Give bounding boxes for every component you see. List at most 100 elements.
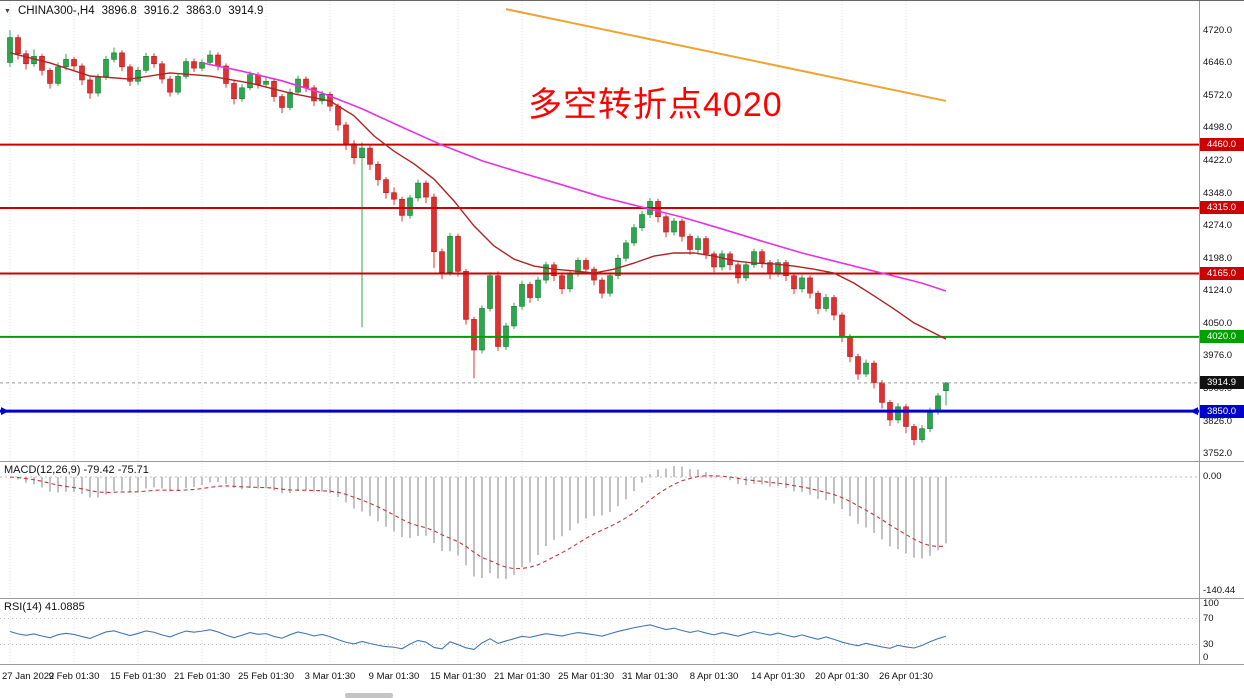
- candle-body: [287, 91, 293, 108]
- candle-body: [351, 143, 357, 159]
- candle-body: [895, 406, 901, 421]
- candle-body: [519, 284, 525, 307]
- price-tick: 3826.0: [1203, 415, 1233, 427]
- time-axis-label: 25 Mar 01:30: [558, 671, 614, 682]
- orange-trendline: [505, 8, 947, 102]
- candle-body: [719, 253, 725, 268]
- candle-body: [407, 197, 413, 216]
- candle-body: [455, 236, 461, 272]
- time-axis-label: 9 Feb 01:30: [48, 671, 100, 682]
- candle-body: [839, 314, 845, 338]
- candle-body: [71, 59, 77, 67]
- time-axis[interactable]: 27 Jan 2022 9 Feb 01:30 15 Feb 01:30 21 Feb…: [0, 665, 1199, 691]
- candle-body: [87, 79, 93, 94]
- candle-body: [191, 61, 197, 69]
- price-badge-4020.0: 4020.0: [1199, 330, 1244, 344]
- price-tick: 4348.0: [1203, 187, 1233, 199]
- candle-body: [935, 395, 941, 412]
- time-axis-label: 9 Mar 01:30: [368, 671, 420, 682]
- candle-body: [799, 277, 805, 290]
- candle-body: [855, 356, 861, 375]
- price-tick: 4050.0: [1203, 317, 1233, 329]
- candle-body: [599, 279, 605, 294]
- price-badge-4460.0: 4460.0: [1199, 138, 1244, 152]
- candle-body: [151, 56, 157, 65]
- candle-body: [303, 78, 309, 89]
- candle-body: [231, 83, 237, 100]
- candle-body: [383, 179, 389, 193]
- candle-body: [47, 70, 53, 84]
- candle-body: [311, 87, 317, 102]
- macd-scale-label: -140.44: [1203, 585, 1236, 597]
- candle-body: [447, 236, 453, 273]
- candle-body: [919, 428, 925, 440]
- price-tick: 4646.0: [1203, 57, 1233, 69]
- candle-body: [655, 201, 661, 218]
- candle-body: [631, 227, 637, 244]
- candle-body: [143, 56, 149, 71]
- rsi-value: 41.0885: [44, 601, 85, 613]
- candle-body: [807, 277, 813, 294]
- scrollbar-thumb[interactable]: [345, 693, 393, 698]
- price-tick: 4572.0: [1203, 89, 1233, 101]
- candle-body: [263, 80, 269, 85]
- candle-body: [55, 66, 61, 84]
- horizontal-scrollbar[interactable]: [0, 692, 1244, 698]
- ma-fast-line: [9, 52, 947, 340]
- candle-body: [423, 182, 429, 198]
- candle-body: [63, 59, 69, 68]
- candle-body: [431, 196, 437, 252]
- candle-body: [735, 264, 741, 279]
- candle-body: [663, 216, 669, 233]
- price-scale[interactable]: 4720.0 4646.0 4572.0 4498.0 4422.0 4348.0 4274…: [1199, 1, 1244, 692]
- time-axis-label: 20 Apr 01:30: [815, 671, 869, 682]
- macd-pane-separator[interactable]: [0, 461, 1244, 462]
- candle-body: [215, 54, 221, 67]
- candle-body: [783, 262, 789, 277]
- candle-body: [167, 78, 173, 93]
- ohlc-open: 3896.8: [101, 5, 137, 17]
- candle-body: [511, 305, 517, 327]
- candle-body: [103, 59, 109, 78]
- candle-body: [31, 56, 37, 65]
- candle-body: [319, 94, 325, 102]
- candle-body: [903, 406, 909, 427]
- candle-body: [343, 124, 349, 145]
- candle-body: [391, 192, 397, 200]
- price-tick: 3976.0: [1203, 350, 1233, 362]
- price-tick: 4422.0: [1203, 155, 1233, 167]
- time-axis-label: 3 Mar 01:30: [304, 671, 356, 682]
- time-axis-label: 21 Mar 01:30: [494, 671, 550, 682]
- candle-body: [527, 284, 533, 298]
- macd-values: -79.42 -75.71: [83, 464, 149, 476]
- ohlc-high: 3916.2: [143, 5, 180, 17]
- rsi-indicator-label: RSI(14) 41.0885: [4, 601, 85, 613]
- candle-body: [223, 65, 229, 84]
- candle-body: [183, 61, 189, 77]
- macd-indicator-label: MACD(12,26,9) -79.42 -75.71: [4, 464, 149, 476]
- candle-body: [335, 105, 341, 126]
- candle-body: [543, 264, 549, 281]
- candle-body: [863, 362, 869, 375]
- candle-body: [695, 238, 701, 250]
- rsi-scale-label: 100: [1203, 598, 1219, 609]
- macd-signal-line: [9, 475, 947, 570]
- hline-arrow-left: [1, 407, 9, 416]
- candle-body: [127, 66, 133, 82]
- hline-arrow-right: [1190, 407, 1198, 416]
- price-tick: 4498.0: [1203, 122, 1233, 133]
- candle-body: [367, 147, 373, 165]
- candle-body: [415, 182, 421, 199]
- expand-triangle-icon[interactable]: ▼: [4, 7, 11, 15]
- time-axis-label: 15 Feb 01:30: [110, 671, 166, 682]
- candle-body: [175, 76, 181, 93]
- candle-body: [567, 273, 573, 290]
- candle-body: [207, 54, 213, 63]
- candle-body: [463, 271, 469, 320]
- price-badge-4315.0: 4315.0: [1199, 201, 1244, 215]
- chart-plot-area[interactable]: [0, 1, 1199, 664]
- candle-body: [687, 236, 693, 250]
- rsi-name: RSI(14): [4, 601, 42, 613]
- time-axis-label: 25 Feb 01:30: [238, 671, 294, 682]
- rsi-pane-separator[interactable]: [0, 598, 1244, 599]
